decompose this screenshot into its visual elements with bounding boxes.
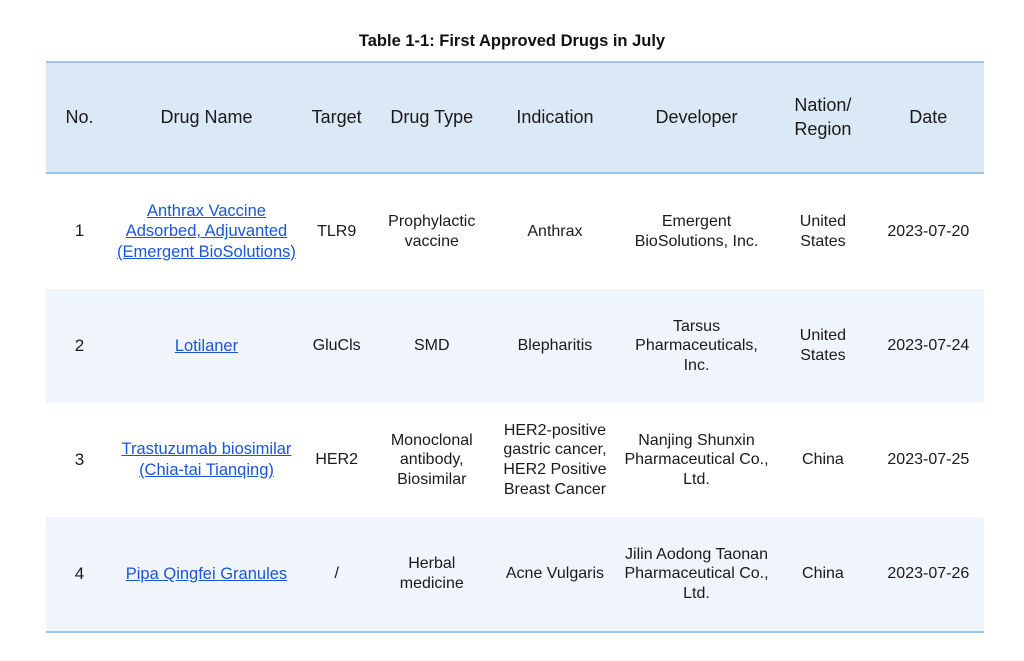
cell-date: 2023-07-25 bbox=[873, 403, 984, 517]
cell-no: 3 bbox=[46, 403, 113, 517]
cell-target: HER2 bbox=[300, 403, 373, 517]
cell-developer: Tarsus Pharmaceuticals, Inc. bbox=[620, 289, 773, 403]
cell-developer: Nanjing Shunxin Pharmaceutical Co., Ltd. bbox=[620, 403, 773, 517]
cell-developer: Emergent BioSolutions, Inc. bbox=[620, 173, 773, 289]
header-drug-name: Drug Name bbox=[113, 62, 300, 173]
cell-no: 1 bbox=[46, 173, 113, 289]
header-nation-line2: Region bbox=[794, 119, 851, 139]
header-nation-line1: Nation/ bbox=[794, 95, 851, 115]
cell-indication: Acne Vulgaris bbox=[490, 517, 620, 632]
cell-indication: Anthrax bbox=[490, 173, 620, 289]
cell-indication: HER2-positive gastric cancer, HER2 Posit… bbox=[490, 403, 620, 517]
drug-name-link[interactable]: Lotilaner bbox=[175, 337, 238, 355]
cell-target: / bbox=[300, 517, 373, 632]
header-target: Target bbox=[300, 62, 373, 173]
table-row: 2 Lotilaner GluCls SMD Blepharitis Tarsu… bbox=[46, 289, 984, 403]
header-nation-region: Nation/ Region bbox=[773, 62, 872, 173]
header-no: No. bbox=[46, 62, 113, 173]
cell-no: 2 bbox=[46, 289, 113, 403]
cell-indication: Blepharitis bbox=[490, 289, 620, 403]
cell-target: TLR9 bbox=[300, 173, 373, 289]
cell-date: 2023-07-26 bbox=[873, 517, 984, 632]
cell-drug-name: Anthrax Vaccine Adsorbed, Adjuvanted (Em… bbox=[113, 173, 300, 289]
drug-name-link[interactable]: Pipa Qingfei Granules bbox=[126, 565, 287, 583]
drug-name-link[interactable]: Trastuzumab biosimilar (Chia-tai Tianqin… bbox=[121, 440, 291, 479]
cell-nation-region: United States bbox=[773, 289, 872, 403]
cell-nation-region: United States bbox=[773, 173, 872, 289]
cell-nation-region: China bbox=[773, 517, 872, 632]
cell-date: 2023-07-20 bbox=[873, 173, 984, 289]
cell-nation-region: China bbox=[773, 403, 872, 517]
table-caption: Table 1-1: First Approved Drugs in July bbox=[0, 32, 1024, 51]
cell-developer: Jilin Aodong Taonan Pharmaceutical Co., … bbox=[620, 517, 773, 632]
cell-date: 2023-07-24 bbox=[873, 289, 984, 403]
table-row: 3 Trastuzumab biosimilar (Chia-tai Tianq… bbox=[46, 403, 984, 517]
cell-drug-name: Lotilaner bbox=[113, 289, 300, 403]
cell-drug-name: Pipa Qingfei Granules bbox=[113, 517, 300, 632]
table-row: 4 Pipa Qingfei Granules / Herbal medicin… bbox=[46, 517, 984, 632]
cell-no: 4 bbox=[46, 517, 113, 632]
cell-drug-type: Herbal medicine bbox=[373, 517, 490, 632]
cell-drug-type: SMD bbox=[373, 289, 490, 403]
table-header-row: No. Drug Name Target Drug Type Indicatio… bbox=[46, 62, 984, 173]
drug-name-link[interactable]: Anthrax Vaccine Adsorbed, Adjuvanted (Em… bbox=[117, 202, 296, 261]
cell-drug-type: Monoclonal antibody, Biosimilar bbox=[373, 403, 490, 517]
header-date: Date bbox=[873, 62, 984, 173]
approved-drugs-table: No. Drug Name Target Drug Type Indicatio… bbox=[46, 61, 984, 633]
cell-target: GluCls bbox=[300, 289, 373, 403]
cell-drug-name: Trastuzumab biosimilar (Chia-tai Tianqin… bbox=[113, 403, 300, 517]
header-indication: Indication bbox=[490, 62, 620, 173]
header-developer: Developer bbox=[620, 62, 773, 173]
header-drug-type: Drug Type bbox=[373, 62, 490, 173]
cell-drug-type: Prophylactic vaccine bbox=[373, 173, 490, 289]
table-row: 1 Anthrax Vaccine Adsorbed, Adjuvanted (… bbox=[46, 173, 984, 289]
